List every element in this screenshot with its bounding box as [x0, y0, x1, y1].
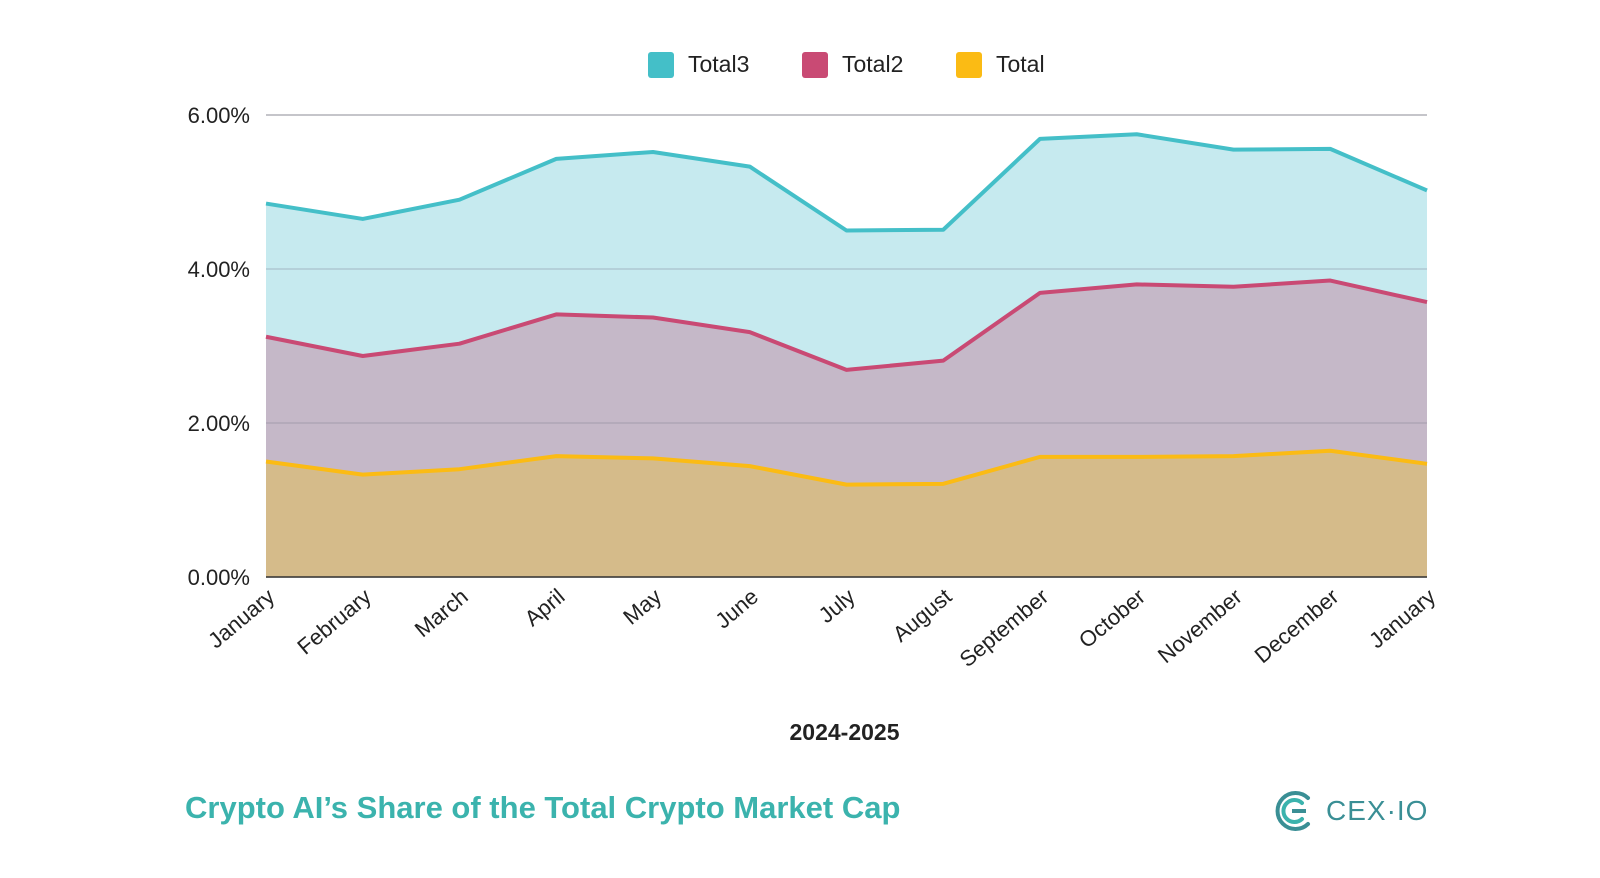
legend-label: Total [996, 51, 1045, 77]
x-tick-label: April [520, 584, 570, 631]
x-tick-label: June [710, 584, 763, 634]
line-total [265, 448, 1428, 487]
legend-swatch [648, 52, 674, 78]
area-series [266, 114, 1427, 577]
y-tick-label: 4.00% [188, 257, 250, 282]
x-tick-label: February [292, 584, 376, 660]
legend-label: Total3 [688, 51, 749, 77]
x-tick-label: March [410, 584, 473, 642]
x-tick-label: January [1364, 584, 1440, 653]
brand-logo: CEX·IO [1272, 789, 1428, 833]
series-lines [265, 132, 1428, 487]
line-total3 [265, 132, 1428, 233]
chart-footer-title: Crypto AI’s Share of the Total Crypto Ma… [185, 790, 901, 825]
x-axis-label: 2024-2025 [790, 719, 900, 745]
x-tick-label: July [814, 584, 860, 628]
legend-swatch [802, 52, 828, 78]
x-tick-label: August [888, 584, 957, 647]
y-tick-label: 6.00% [188, 103, 250, 128]
legend: Total3 Total2 Total [648, 51, 1045, 78]
line-total2 [265, 278, 1428, 372]
legend-label: Total2 [842, 51, 903, 77]
x-tick-label: May [618, 584, 666, 630]
x-tick-label: January [203, 584, 279, 653]
x-tick-label: December [1250, 584, 1344, 668]
x-tick-label: November [1153, 584, 1247, 668]
y-tick-label: 0.00% [188, 565, 250, 590]
x-tick-label: September [955, 584, 1054, 672]
area-total [266, 450, 1427, 577]
y-tick-label: 2.00% [188, 411, 250, 436]
brand-name: CEX·IO [1326, 795, 1429, 826]
x-tick-label: October [1074, 584, 1150, 653]
cex-logo-icon [1275, 791, 1310, 831]
legend-swatch [956, 52, 982, 78]
